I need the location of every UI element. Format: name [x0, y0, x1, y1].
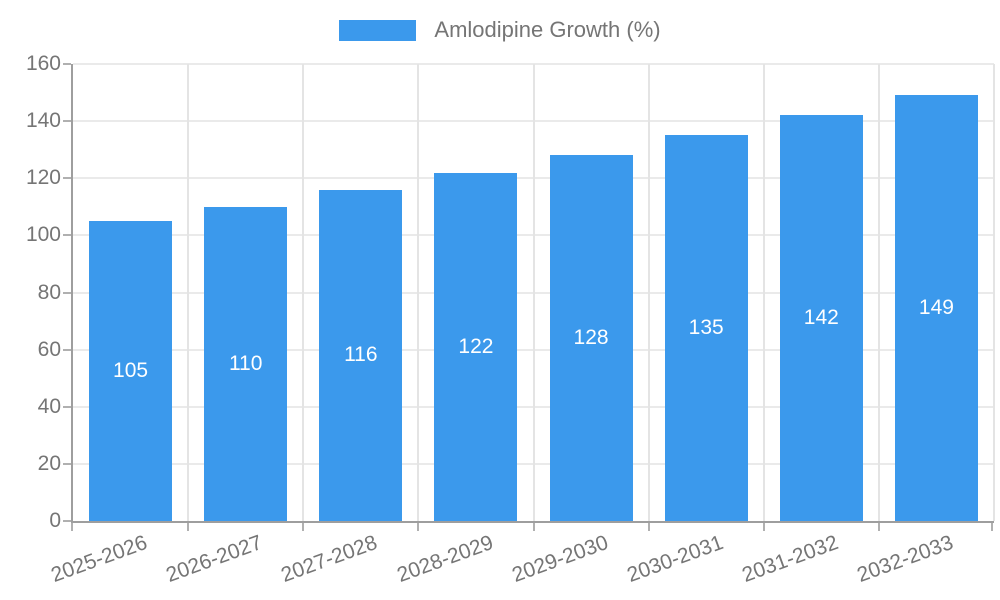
y-axis-labels: 0 20 40 60 80 100 120 140 160	[26, 52, 994, 532]
bar-value-label: 149	[918, 296, 954, 320]
y-axis-tick	[63, 63, 71, 65]
y-axis-tick	[63, 177, 71, 180]
x-axis-tick	[417, 523, 420, 531]
x-axis-line	[71, 521, 994, 523]
y-axis-tick	[63, 462, 71, 465]
x-axis-labels: 2025-2026 2026-2027 2027-2028 2028-2029 2029…	[48, 64, 994, 587]
bar-value-label: 110	[228, 351, 263, 375]
bar[interactable]: 142	[779, 115, 863, 521]
bar[interactable]: 122	[434, 172, 518, 521]
y-axis-line	[71, 64, 73, 523]
y-axis-tick	[63, 348, 71, 351]
y-axis-tick	[63, 405, 71, 408]
bar[interactable]: 135	[664, 135, 748, 521]
y-tick-label: 140	[25, 109, 61, 133]
y-axis-tick	[63, 234, 71, 237]
y-tick-label: 0	[49, 509, 61, 532]
x-tick-label: 2026-2027	[163, 531, 266, 587]
vertical-gridline	[187, 64, 190, 521]
y-tick-label: 20	[37, 451, 61, 475]
bar[interactable]: 105	[89, 221, 173, 521]
x-axis-tick	[991, 523, 993, 531]
y-axis-tick	[63, 520, 71, 522]
bar-value-label: 105	[113, 359, 149, 383]
vertical-gridline	[302, 64, 305, 521]
y-axis-tick	[63, 291, 71, 294]
vertical-gridline	[993, 64, 995, 521]
y-tick-label: 40	[37, 394, 61, 418]
bar-value-label: 128	[573, 326, 609, 350]
y-tick-label: 120	[25, 166, 61, 190]
bar[interactable]: 116	[319, 189, 403, 521]
legend[interactable]: Amlodipine Growth (%)	[0, 17, 1000, 43]
x-axis-tick	[532, 523, 535, 531]
x-tick-label: 2031-2032	[738, 531, 842, 587]
y-axis-tick	[63, 120, 71, 123]
vertical-gridline	[417, 64, 420, 521]
vertical-gridline	[877, 64, 880, 521]
x-axis-tick	[647, 523, 650, 531]
vertical-gridline	[532, 64, 535, 521]
legend-label: Amlodipine Growth (%)	[434, 17, 661, 42]
x-axis-tick	[302, 523, 305, 531]
y-tick-label: 100	[25, 223, 61, 247]
plot-area: 0 20 40 60 80 100 120 140 160 105 110 116 122 128 135…	[26, 52, 995, 587]
vertical-gridline	[762, 64, 765, 521]
x-axis-tick	[187, 523, 190, 531]
x-tick-label: 2032-2033	[854, 531, 957, 587]
bar[interactable]: 110	[204, 206, 288, 521]
bar[interactable]: 149	[894, 95, 978, 521]
y-tick-label: 160	[25, 52, 61, 75]
bars-layer: 105 110 116 122 128 135 142 149	[73, 64, 994, 521]
x-tick-label: 2027-2028	[278, 531, 381, 587]
vertical-gridline	[647, 64, 650, 521]
bar-value-label: 116	[344, 343, 378, 367]
x-axis-tick	[877, 523, 880, 531]
bar-value-label: 122	[458, 334, 494, 358]
y-tick-label: 60	[37, 337, 61, 361]
legend-swatch	[339, 19, 417, 41]
y-tick-label: 80	[37, 280, 61, 304]
x-axis-tick	[71, 523, 73, 531]
bar[interactable]: 128	[549, 155, 633, 521]
x-tick-label: 2028-2029	[393, 531, 496, 587]
x-axis-tick	[762, 523, 765, 531]
grid-layer	[63, 63, 995, 531]
x-tick-label: 2025-2026	[48, 531, 151, 587]
bar-value-label: 135	[688, 316, 724, 340]
bar-value-label: 142	[803, 306, 839, 330]
x-tick-label: 2029-2030	[508, 531, 611, 587]
x-tick-label: 2030-2031	[623, 531, 727, 587]
